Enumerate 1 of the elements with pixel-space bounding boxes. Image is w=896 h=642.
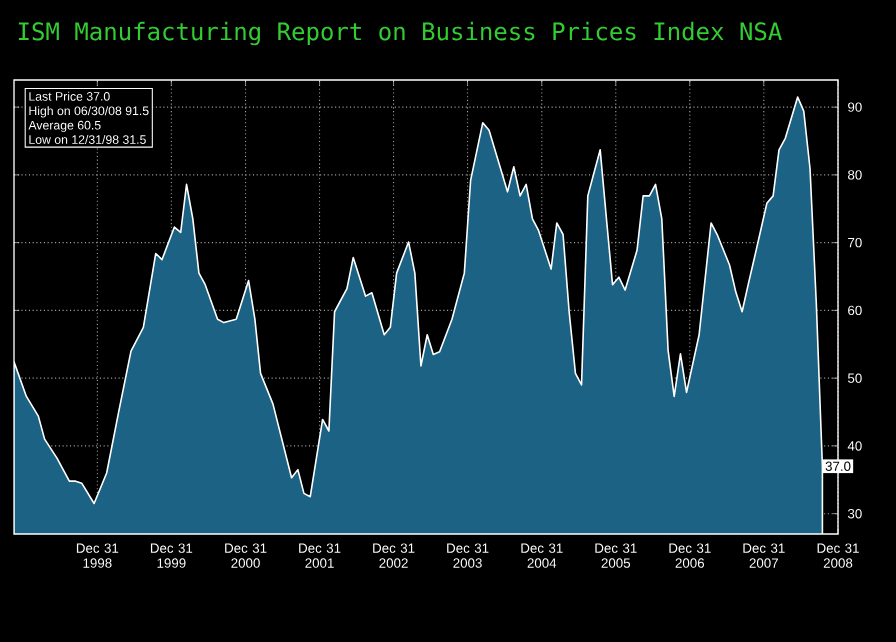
chart-title: ISM Manufacturing Report on Business Prices Index NSA — [18, 21, 782, 46]
